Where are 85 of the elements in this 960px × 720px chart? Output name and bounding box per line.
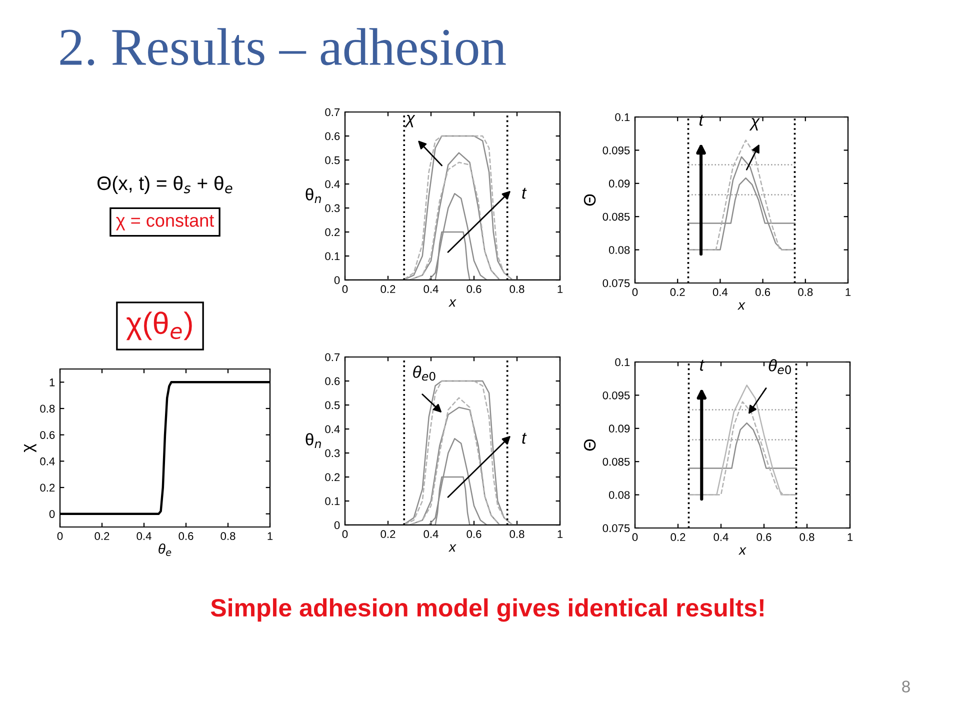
x-tick-label: 0.2 — [94, 532, 110, 540]
y-tick-label: 0.1 — [615, 358, 630, 366]
y-tick-label: 0.4 — [325, 425, 340, 434]
x-tick-label: 0.6 — [756, 288, 770, 296]
y-tick-label: 0.5 — [325, 156, 340, 164]
y-tick-label: 0.7 — [325, 353, 340, 362]
x-tick-label: 0.2 — [670, 533, 686, 542]
x-tick-label: 0.2 — [670, 288, 685, 296]
y-tick-label: 0.095 — [602, 146, 630, 154]
x-tick-label: 0.6 — [756, 533, 772, 542]
y-tick-label: 0.6 — [325, 132, 340, 140]
annotation: χ — [749, 118, 760, 130]
x-tick-label: 0.2 — [380, 285, 396, 294]
x-tick-label: 0.6 — [466, 530, 482, 538]
y-tick-label: 0.3 — [325, 204, 340, 212]
y-tick-label: 0.08 — [608, 246, 630, 254]
y-tick-label: 0.2 — [325, 473, 340, 482]
x-axis-title: x — [448, 544, 456, 552]
annotation: χ — [404, 114, 416, 128]
text: χ = constant — [116, 214, 214, 230]
x-tick-label: 0.2 — [380, 530, 396, 538]
x-tick-label: 0.4 — [424, 285, 438, 294]
x-tick-label: 0.8 — [510, 530, 524, 538]
text: Θ(x, t) = θ$_{s}$ + θ$_{e}$ — [97, 176, 232, 194]
x-tick-label: 1 — [558, 530, 563, 538]
x-tick-label: 0.4 — [424, 530, 438, 538]
y-tick-label: 0.7 — [325, 108, 340, 116]
annotation: t — [522, 188, 527, 199]
x-tick-label: 0.4 — [714, 533, 728, 542]
x-tick-label: 1 — [848, 533, 853, 541]
y-axis-title: θ$_{n}$ — [306, 433, 321, 448]
x-tick-label: 0.4 — [712, 288, 728, 296]
x-axis-title: x — [738, 547, 746, 555]
x-tick-label: 0.6 — [466, 285, 482, 294]
text: χ(θ$_{e}$) — [126, 312, 192, 340]
annotation: t — [522, 432, 527, 444]
y-tick-label: 0.09 — [608, 424, 630, 433]
x-tick-label: 0.8 — [800, 533, 814, 542]
y-tick-label: 0.2 — [40, 484, 55, 492]
y-tick-label: 0 — [49, 510, 55, 518]
annotation: θ$_{e0}$ — [413, 366, 436, 381]
y-tick-label: 0.2 — [325, 228, 340, 236]
y-tick-label: 0.08 — [608, 491, 630, 499]
x-tick-label: 0.8 — [798, 288, 813, 296]
x-tick-label: 0.4 — [136, 532, 152, 540]
x-tick-label: 0.6 — [178, 532, 194, 540]
y-tick-label: 0.1 — [615, 113, 630, 122]
x-tick-label: 1 — [268, 532, 273, 540]
x-tick-label: 0 — [57, 532, 63, 540]
x-tick-label: 0 — [632, 533, 638, 542]
x-tick-label: 0.8 — [510, 285, 524, 294]
x-axis-title: θ$_{e}$ — [158, 544, 172, 556]
y-tick-label: 0.4 — [325, 180, 340, 188]
y-tick-label: 0.8 — [40, 404, 55, 413]
y-tick-label: 0.5 — [325, 401, 340, 410]
y-axis-title: θ$_{n}$ — [306, 188, 321, 203]
y-axis-title: χ — [24, 444, 36, 452]
y-axis-title: Θ — [584, 194, 596, 206]
y-tick-label: 0 — [334, 276, 340, 284]
y-tick-label: 0.085 — [602, 458, 630, 466]
x-axis-title: x — [448, 299, 456, 307]
x-tick-label: 0 — [342, 530, 348, 538]
text: 8 — [902, 680, 910, 692]
x-tick-label: 0 — [342, 285, 348, 294]
text: 2. Results – adhesion — [60, 28, 506, 66]
x-tick-label: 0.8 — [220, 532, 236, 540]
y-tick-label: 0.095 — [602, 391, 630, 400]
x-tick-label: 1 — [846, 288, 851, 296]
y-tick-label: 0.075 — [602, 524, 630, 532]
y-tick-label: 0.6 — [40, 431, 55, 439]
x-tick-label: 1 — [558, 285, 563, 293]
y-tick-label: 0 — [334, 521, 340, 530]
y-tick-label: 0.4 — [40, 457, 55, 466]
y-tick-label: 0.3 — [325, 449, 340, 458]
y-tick-label: 0.085 — [602, 212, 630, 221]
y-tick-label: 1 — [50, 378, 55, 386]
x-tick-label: 0 — [632, 288, 638, 296]
x-axis-title: x — [737, 302, 746, 310]
y-axis-title: Θ — [584, 439, 596, 451]
text: Simple adhesion model gives identical results! — [210, 598, 764, 622]
y-tick-label: 0.09 — [608, 180, 630, 188]
y-tick-label: 0.1 — [325, 497, 340, 506]
y-tick-label: 0.6 — [325, 377, 340, 386]
y-tick-label: 0.1 — [325, 252, 340, 260]
y-tick-label: 0.075 — [602, 279, 630, 288]
